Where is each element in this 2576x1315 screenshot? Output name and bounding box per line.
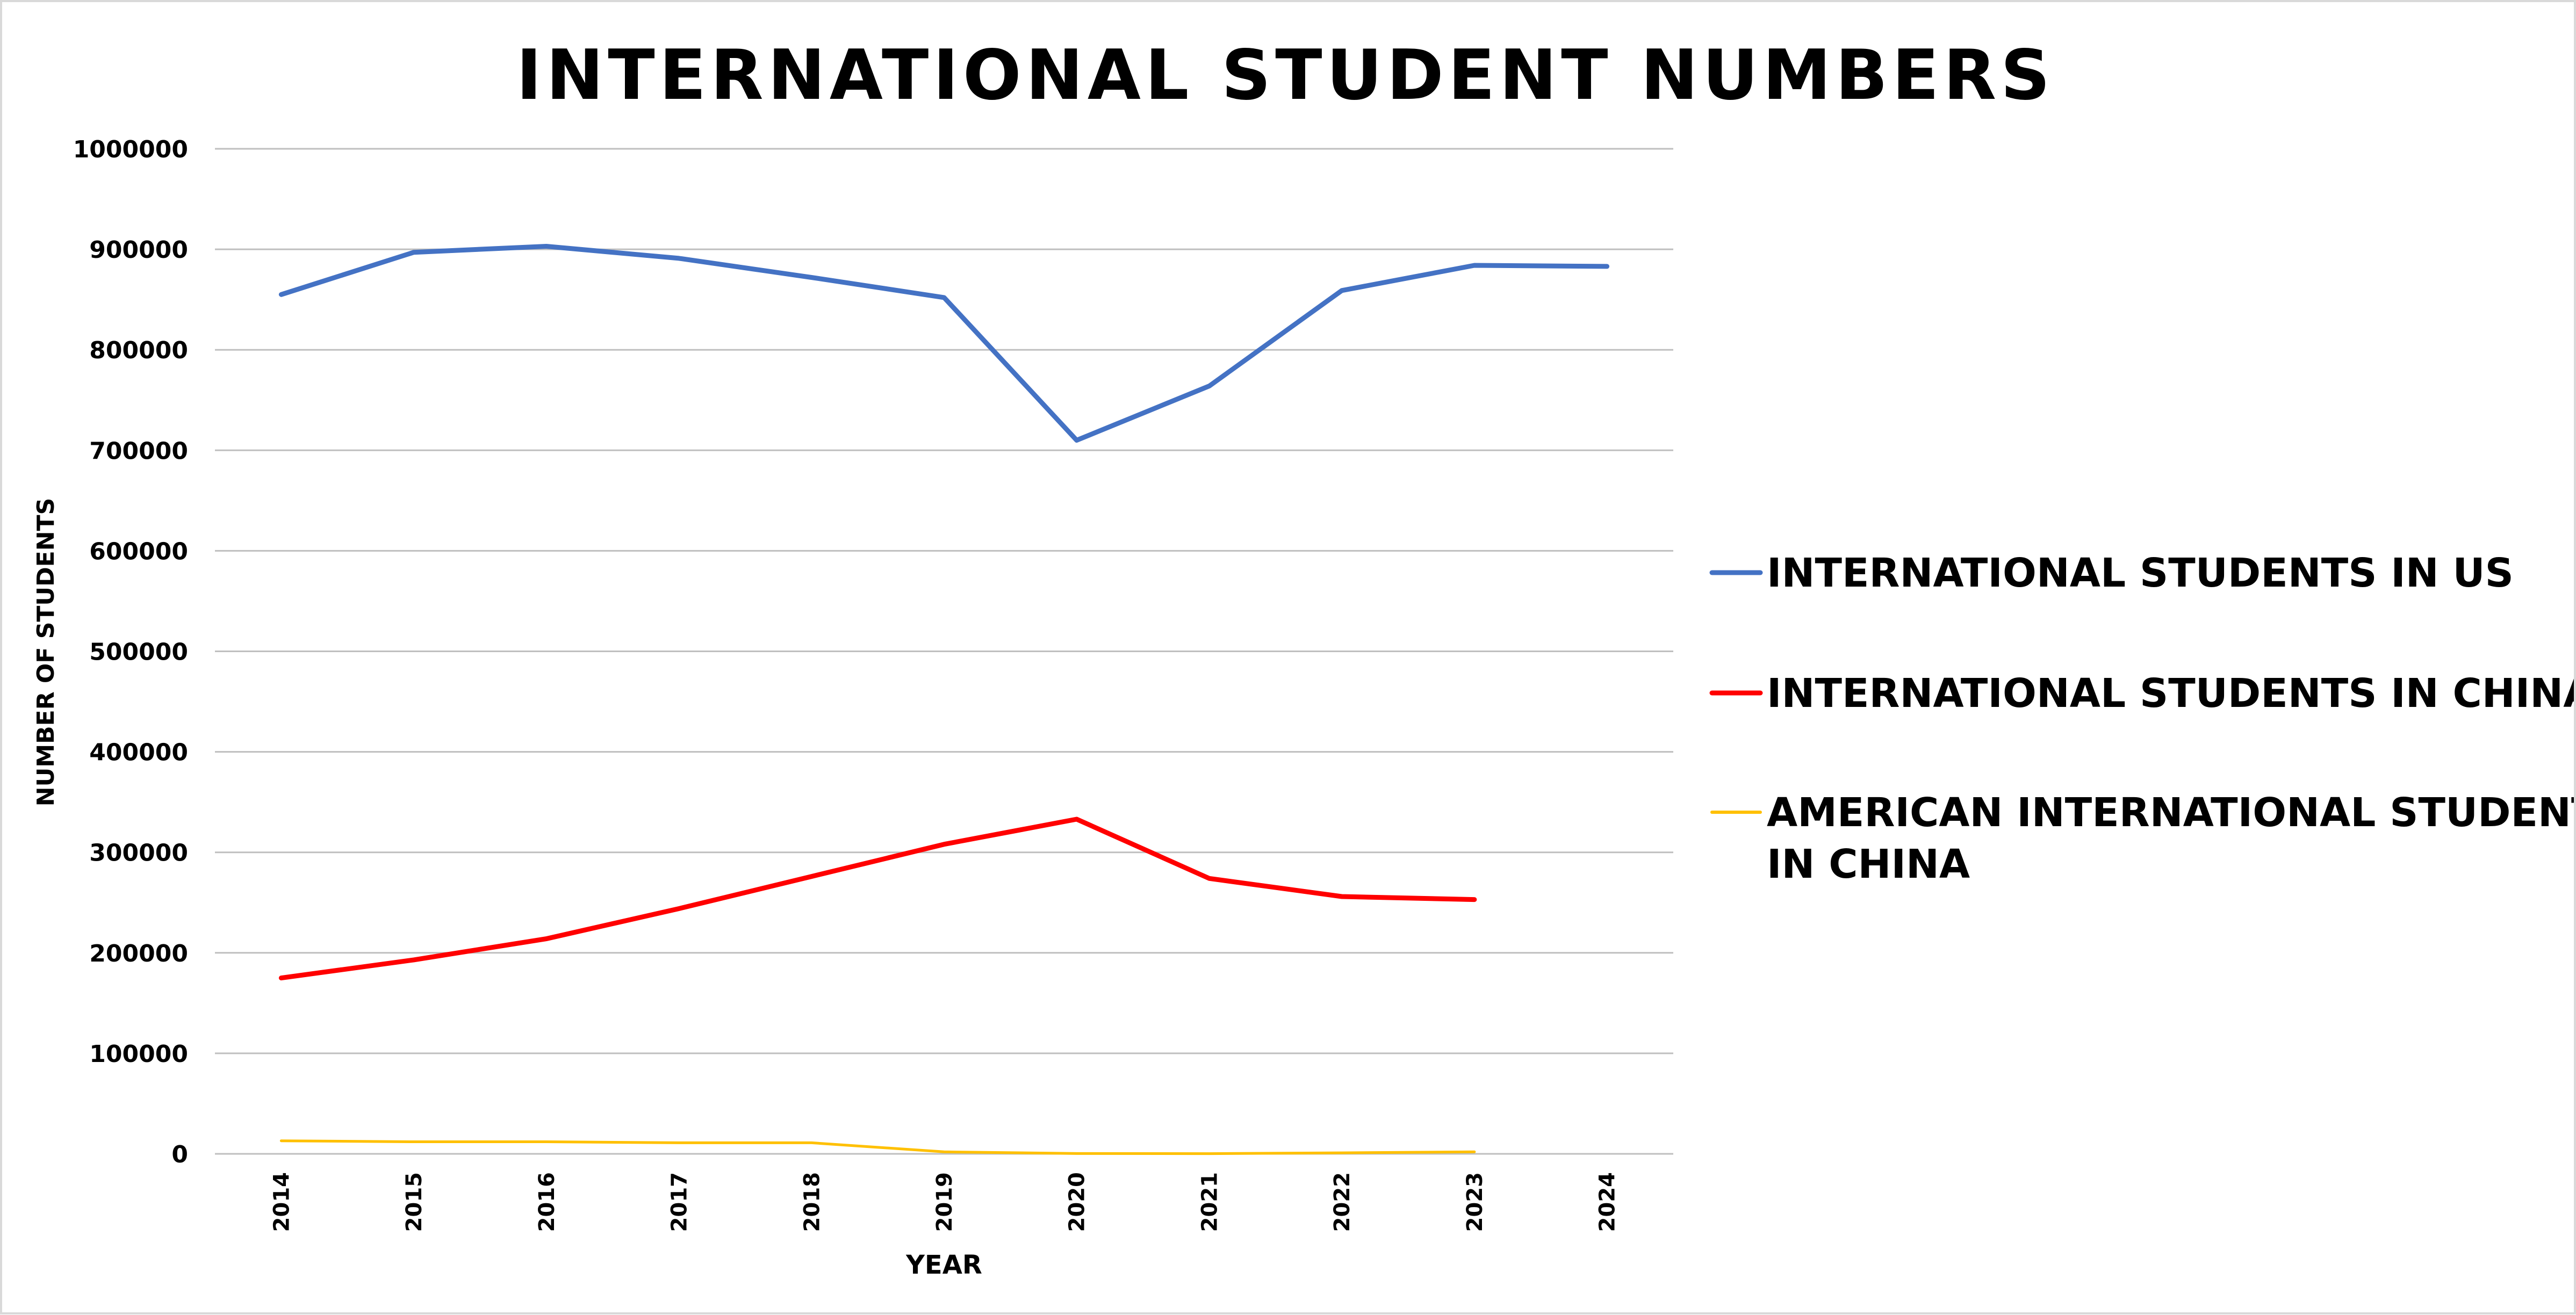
x-tick-label: 2016 <box>535 1172 559 1232</box>
x-tick-label: 2021 <box>1197 1172 1222 1232</box>
y-tick-label: 600000 <box>89 538 188 565</box>
x-tick-label: 2019 <box>932 1172 957 1232</box>
y-tick-label: 500000 <box>89 639 188 666</box>
chart-title: INTERNATIONAL STUDENT NUMBERS <box>516 35 2055 115</box>
x-tick-label: 2015 <box>402 1172 427 1232</box>
y-tick-label: 800000 <box>89 337 188 364</box>
legend: INTERNATIONAL STUDENTS IN US INTERNATIONA… <box>1712 550 2574 887</box>
y-tick-label: 100000 <box>89 1041 188 1068</box>
y-tick-label: 700000 <box>89 437 188 465</box>
x-tick-label: 2020 <box>1065 1172 1090 1232</box>
series-line-1 <box>281 247 1607 440</box>
y-tick-label: 300000 <box>89 840 188 867</box>
y-tick-label: 0 <box>171 1141 188 1168</box>
legend-label: AMERICAN INTERNATIONAL STUDENTS <box>1767 790 2574 836</box>
y-tick-label: 400000 <box>89 739 188 767</box>
series-lines <box>281 246 1607 1153</box>
x-tick-label: 2014 <box>269 1172 294 1232</box>
series-line-2 <box>281 819 1474 978</box>
x-tick-label: 2022 <box>1330 1172 1355 1232</box>
x-tick-label: 2018 <box>800 1172 824 1232</box>
y-axis-label: NUMBER OF STUDENTS <box>32 498 60 806</box>
legend-label: INTERNATIONAL STUDENTS IN US <box>1767 550 2514 596</box>
x-axis-label: YEAR <box>905 1250 982 1280</box>
y-tick-label: 1000000 <box>73 136 188 163</box>
x-axis-ticks: 2014 2015 2016 2017 2018 2019 2020 2021 2022 2023… <box>269 1172 1620 1232</box>
x-tick-label: 2024 <box>1595 1172 1620 1232</box>
series-line-3 <box>281 1141 1474 1154</box>
y-axis-ticks: 0 100000 200000 300000 400000 500000 600000 700… <box>73 136 188 1168</box>
legend-label: INTERNATIONAL STUDENTS IN CHINA <box>1767 670 2574 717</box>
x-tick-label: 2017 <box>667 1172 692 1232</box>
legend-label: IN CHINA <box>1767 841 1970 887</box>
y-tick-label: 900000 <box>89 236 188 264</box>
y-tick-label: 200000 <box>89 940 188 967</box>
x-tick-label: 2023 <box>1463 1172 1487 1232</box>
